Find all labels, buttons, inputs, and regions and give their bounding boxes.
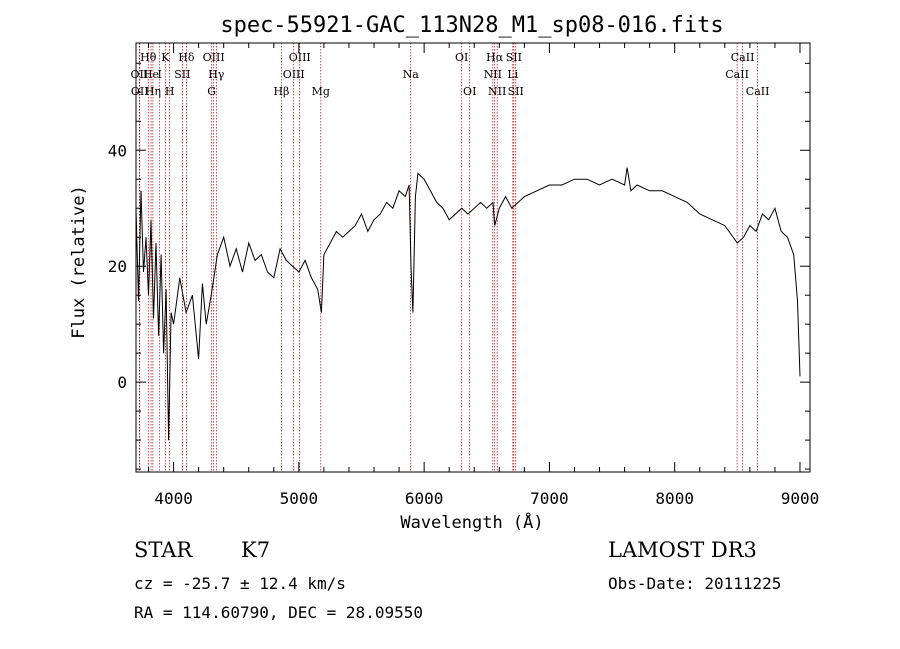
spectral-line-label-15: Hβ — [273, 85, 289, 98]
spectral-line-label-6: H — [165, 85, 175, 98]
x-tick-labels: 4000 5000 6000 7000 8000 9000 — [154, 489, 819, 508]
x-tick-label-4000: 4000 — [154, 489, 193, 508]
spectrum-series — [135, 167, 801, 441]
spectral-line-label-19: OI — [463, 85, 476, 98]
spectral-line-label-7: I — [157, 68, 161, 81]
x-tick-label-7000: 7000 — [530, 489, 569, 508]
spectral-line-label-27: CaII — [725, 68, 749, 81]
redshift-cz: cz = -25.7 ± 12.4 km/s — [134, 574, 346, 593]
spectral-line-label-0: OII — [131, 68, 149, 81]
spectral-line-label-8: SII — [174, 68, 190, 81]
spectral-line-label-24: Li — [507, 68, 518, 81]
ra-dec-coordinates: RA = 114.60790, DEC = 28.09550 — [134, 603, 423, 622]
spectral-line-label-16: Mg — [312, 85, 330, 98]
spectral-line-label-22: NII — [488, 85, 506, 98]
spectral-line-label-12: G — [207, 85, 216, 98]
spectral-line-label-2: Hθ — [140, 51, 157, 64]
spectral-line-label-17: Na — [403, 68, 420, 81]
y-tick-labels: 0 20 40 — [108, 141, 127, 392]
spectral-line-label-10: OIII — [203, 51, 225, 64]
y-axis-label: Flux (relative) — [69, 185, 89, 339]
object-subclass: K7 — [241, 538, 271, 562]
x-tick-label-8000: 8000 — [655, 489, 694, 508]
spectral-line-label-4: Hη — [145, 85, 161, 98]
spectral-line-label-14: OIII — [283, 68, 305, 81]
spectral-line-label-18: OI — [455, 51, 468, 64]
spectral-line-label-5: K — [161, 51, 170, 64]
x-tick-label-6000: 6000 — [405, 489, 444, 508]
x-tick-label-9000: 9000 — [781, 489, 820, 508]
spectral-line-label-1: OII — [131, 85, 149, 98]
spectral-line-labels: OII OII Hθ He Hη K HI SII Hδ OIII Hγ G OIII OIII Hβ Mg N… — [131, 51, 770, 98]
spectral-line-label-28: CaII — [746, 85, 770, 98]
spectral-line-label-21: NII — [484, 68, 502, 81]
x-axis-label: Wavelength (Å) — [400, 511, 543, 533]
spectral-line-label-23: SII — [506, 51, 522, 64]
object-class: STAR — [134, 538, 193, 562]
spectral-line-label-3: He — [143, 68, 159, 81]
axis-ticks — [136, 43, 810, 472]
plot-frame — [135, 42, 811, 473]
spectral-line-label-9: Hδ — [178, 51, 195, 64]
y-tick-label-0: 0 — [117, 373, 127, 392]
spectral-line-markers — [139, 43, 758, 472]
spectral-line-label-11: Hγ — [208, 68, 225, 81]
spectral-line-label-25: SII — [508, 85, 524, 98]
spectral-line-label-13: OIII — [289, 51, 311, 64]
chart-title: spec-55921-GAC_113N28_M1_sp08-016.fits — [220, 13, 723, 38]
y-tick-label-20: 20 — [108, 257, 127, 276]
survey-name: LAMOST DR3 — [608, 538, 757, 562]
spectral-line-label-20: Hα — [486, 51, 504, 64]
y-tick-label-40: 40 — [108, 141, 127, 160]
x-tick-label-5000: 5000 — [280, 489, 319, 508]
spectral-line-label-26: CaII — [731, 51, 755, 64]
observation-date: Obs-Date: 20111225 — [608, 574, 782, 593]
